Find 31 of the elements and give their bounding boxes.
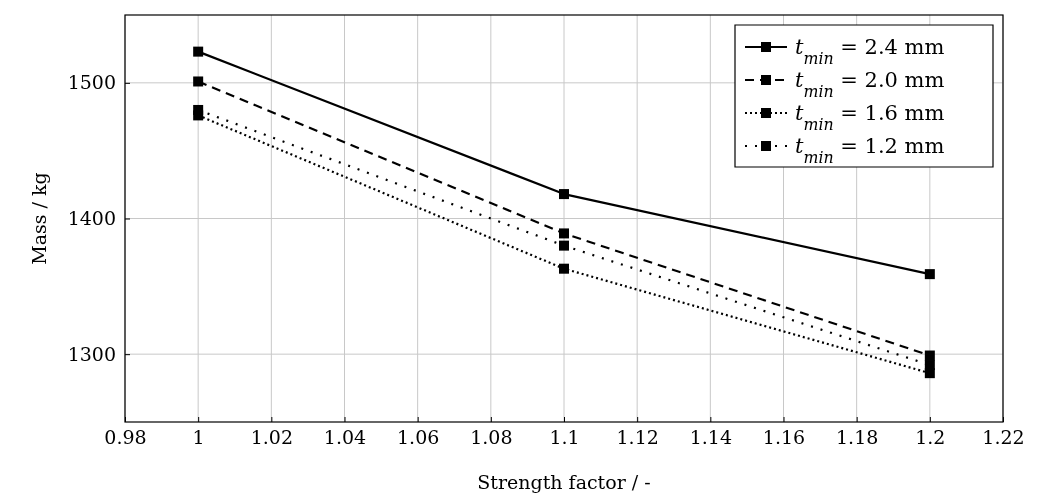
x-tick-label: 0.98 <box>104 426 147 449</box>
x-tick-label: 1.14 <box>689 426 732 449</box>
x-tick-label: 1.22 <box>982 426 1025 449</box>
point <box>924 350 935 361</box>
point <box>559 240 569 251</box>
x-tick-label: 1 <box>192 426 205 449</box>
x-tick-label: 1.12 <box>616 426 659 449</box>
x-tick-label: 1.04 <box>323 426 367 449</box>
x-tick-label: 1.08 <box>470 426 513 449</box>
x-tick-label: 1.18 <box>836 426 879 449</box>
point <box>193 76 204 87</box>
x-tick-label: 1.06 <box>397 426 440 449</box>
y-tick-label: 1500 <box>67 71 116 94</box>
legend-label: t$_{min}$ = 1.2 mm <box>795 134 945 167</box>
legend-label: t$_{min}$ = 2.0 mm <box>795 68 945 101</box>
y-axis-title: Mass / kg <box>28 172 50 265</box>
x-tick-label: 1.16 <box>762 426 806 449</box>
point <box>193 104 204 115</box>
x-axis-title: Strength factor / - <box>477 471 651 493</box>
legend-label: t$_{min}$ = 2.4 mm <box>795 35 945 68</box>
x-tick-label: 1.02 <box>250 426 293 449</box>
y-tick-label: 1300 <box>67 342 116 365</box>
point <box>193 46 204 57</box>
x-tick-label: 1.1 <box>549 426 580 449</box>
point <box>559 228 569 239</box>
point <box>559 263 569 274</box>
y-tick-label: 1400 <box>67 207 116 230</box>
x-tick-label: 1.2 <box>915 426 946 449</box>
point <box>924 269 935 280</box>
point <box>559 189 569 200</box>
legend-label: t$_{min}$ = 1.6 mm <box>795 101 945 134</box>
